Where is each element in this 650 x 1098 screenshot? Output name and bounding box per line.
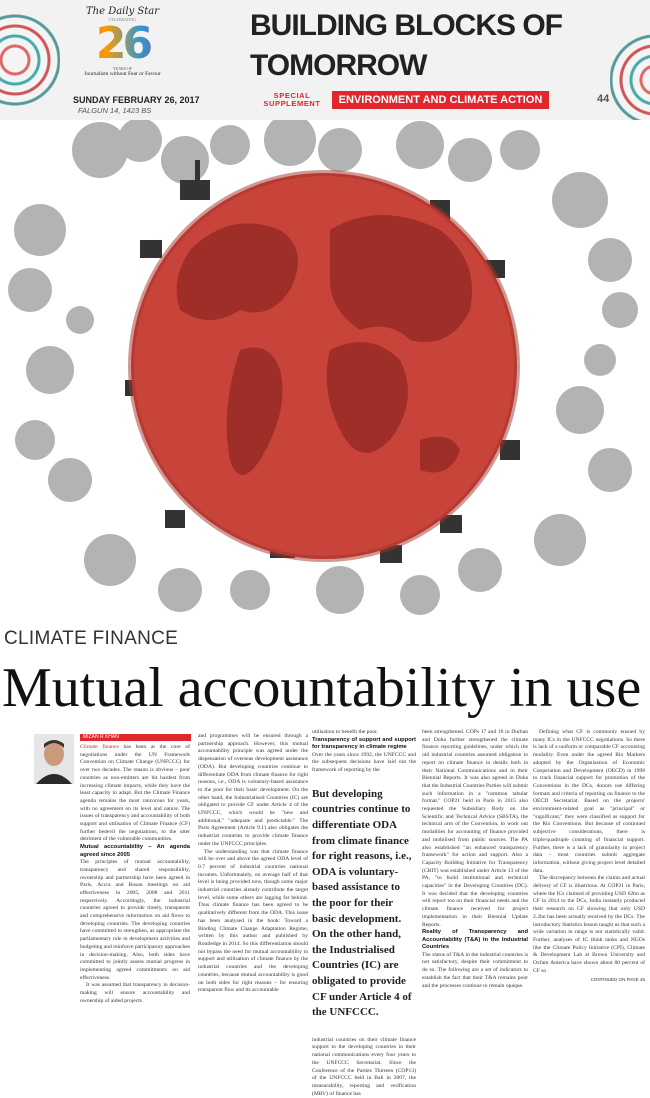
- paragraph: industrial countries on their climate fi…: [312, 1036, 416, 1097]
- paragraph: utilisation to benefit the poor.: [312, 729, 379, 735]
- paragraph: The discrepancy between the claims and a…: [533, 875, 645, 974]
- article-headline: Mutual accountability in use: [2, 657, 642, 719]
- years-of-label: YEARS OF: [112, 66, 133, 71]
- paragraph: The principles of mutual accountability,…: [80, 859, 190, 981]
- bangla-date: FALGUN 14, 1423 BS: [78, 106, 152, 115]
- paragraph: and programmes will be ensured through a…: [198, 733, 308, 847]
- paragraph: Defining what CF is commonly ensued by m…: [533, 729, 645, 874]
- issue-date: SUNDAY FEBRUARY 26, 2017: [73, 95, 200, 105]
- celebrating-label: CELEBRATING: [108, 17, 137, 22]
- anniversary-logo: The Daily Star CELEBRATING 26 YEARS OF J…: [70, 6, 175, 77]
- continents: [176, 215, 472, 475]
- section-banner: ENVIRONMENT AND CLIMATE ACTION: [332, 91, 549, 109]
- pull-quote: But developing countries continue to dif…: [312, 787, 412, 1019]
- column-2: and programmes will be ensured through a…: [198, 733, 308, 995]
- lead-highlight: Climate finance: [80, 744, 119, 750]
- special-supplement-label: SPECIAL SUPPLEMENT: [263, 91, 321, 108]
- paragraph: The understanding was that climate finan…: [198, 848, 308, 994]
- column-5: Defining what CF is commonly ensued by m…: [533, 729, 645, 983]
- page-number: 44: [597, 93, 610, 105]
- newspaper-name: The Daily Star: [85, 6, 160, 17]
- supplement-title: BUILDING BLOCKS OF TOMORROW: [250, 9, 563, 82]
- tagline: Journalism without Fear or Favour: [84, 71, 161, 77]
- paragraph: It was assumed that transparency in deci…: [80, 982, 190, 1004]
- byline: MIZAN R KHAN: [80, 734, 191, 741]
- author-photo: [34, 734, 74, 784]
- column-1: Climate finance has been at the core of …: [80, 744, 190, 1006]
- column-3: utilisation to benefit the poor. Transpa…: [312, 729, 416, 1098]
- subheading: Reality of Transparency and Accountabili…: [422, 929, 528, 951]
- article-kicker: CLIMATE FINANCE: [4, 628, 179, 649]
- paragraph: The status of T&A in the industrial coun…: [422, 951, 528, 989]
- smoke-clouds: [8, 114, 638, 615]
- masthead: The Daily Star CELEBRATING 26 YEARS OF J…: [0, 0, 650, 120]
- paragraph: been strengthened. COPs 17 and 18 in Dur…: [422, 729, 528, 928]
- anniversary-number: 26: [70, 22, 175, 66]
- subheading: Transparency of support and support for …: [312, 736, 416, 751]
- globe-illustration: [0, 114, 650, 615]
- paragraph: has been at the core of negotiations und…: [80, 744, 190, 843]
- subheading: Mutual accountability – An agenda agreed…: [80, 844, 190, 858]
- column-4: been strengthened. COPs 17 and 18 in Dur…: [422, 729, 528, 990]
- paragraph: Over the years since 1992, the UNFCCC an…: [312, 751, 416, 774]
- ornament-right: [610, 10, 650, 120]
- ornament-left: [0, 0, 60, 120]
- continued-link: CONTINUED ON PAGE 45: [590, 976, 645, 982]
